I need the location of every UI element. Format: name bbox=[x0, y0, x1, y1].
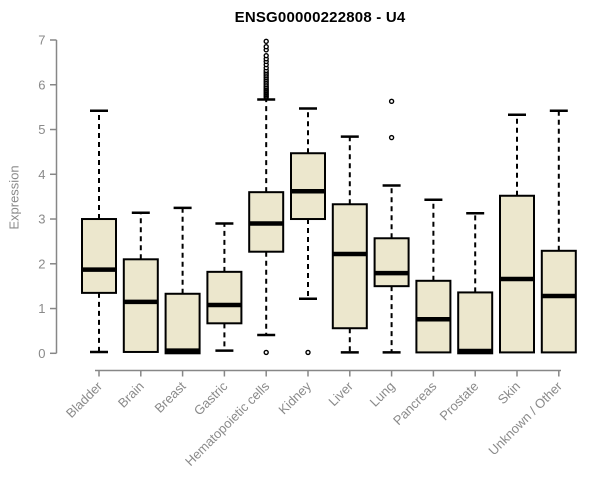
chart-title: ENSG00000222808 - U4 bbox=[234, 9, 406, 26]
box-kidney bbox=[290, 152, 326, 221]
y-tick-label: 6 bbox=[38, 77, 45, 92]
x-tick-label-gastric: Gastric bbox=[191, 378, 231, 418]
box-unknown-other bbox=[540, 249, 577, 354]
box-lung bbox=[373, 237, 410, 288]
y-tick-label: 0 bbox=[38, 346, 45, 361]
x-tick-label-lung: Lung bbox=[367, 379, 398, 410]
x-tick-label-kidney: Kidney bbox=[275, 378, 314, 417]
y-tick-label: 5 bbox=[38, 122, 45, 137]
x-tick-label-skin: Skin bbox=[495, 379, 523, 407]
y-tick-label: 3 bbox=[38, 212, 45, 227]
box-pancreas bbox=[415, 279, 452, 354]
box-skin bbox=[499, 194, 535, 354]
x-tick-label-brain: Brain bbox=[115, 379, 147, 411]
box-gastric bbox=[206, 270, 243, 325]
x-tick-label-pancreas: Pancreas bbox=[390, 378, 440, 428]
outlier-hematopoietic-cells bbox=[263, 44, 269, 50]
box-breast bbox=[164, 292, 201, 355]
y-tick-label: 7 bbox=[38, 33, 45, 48]
box-liver bbox=[331, 203, 368, 330]
outlier-hematopoietic-cells bbox=[263, 52, 269, 59]
x-tick-label-breast: Breast bbox=[152, 378, 189, 415]
x-tick-label-bladder: Bladder bbox=[63, 378, 106, 421]
y-tick-label: 1 bbox=[38, 301, 45, 316]
box-brain bbox=[122, 258, 159, 353]
box-bladder bbox=[81, 218, 117, 294]
x-tick-label-liver: Liver bbox=[325, 378, 356, 409]
y-tick-label: 4 bbox=[38, 167, 45, 182]
x-tick-label-prostate: Prostate bbox=[436, 379, 481, 424]
x-tick-label-unknown-other: Unknown / Other bbox=[485, 378, 565, 458]
y-tick-label: 2 bbox=[38, 256, 45, 271]
outlier-lung bbox=[388, 134, 395, 141]
box-prostate bbox=[457, 291, 494, 355]
outlier-hematopoietic-cells bbox=[263, 38, 269, 45]
y-axis-label: Expression bbox=[6, 165, 22, 230]
outlier-kidney bbox=[305, 349, 311, 356]
outlier-hematopoietic-cells bbox=[263, 349, 269, 356]
outlier-lung bbox=[388, 98, 395, 105]
